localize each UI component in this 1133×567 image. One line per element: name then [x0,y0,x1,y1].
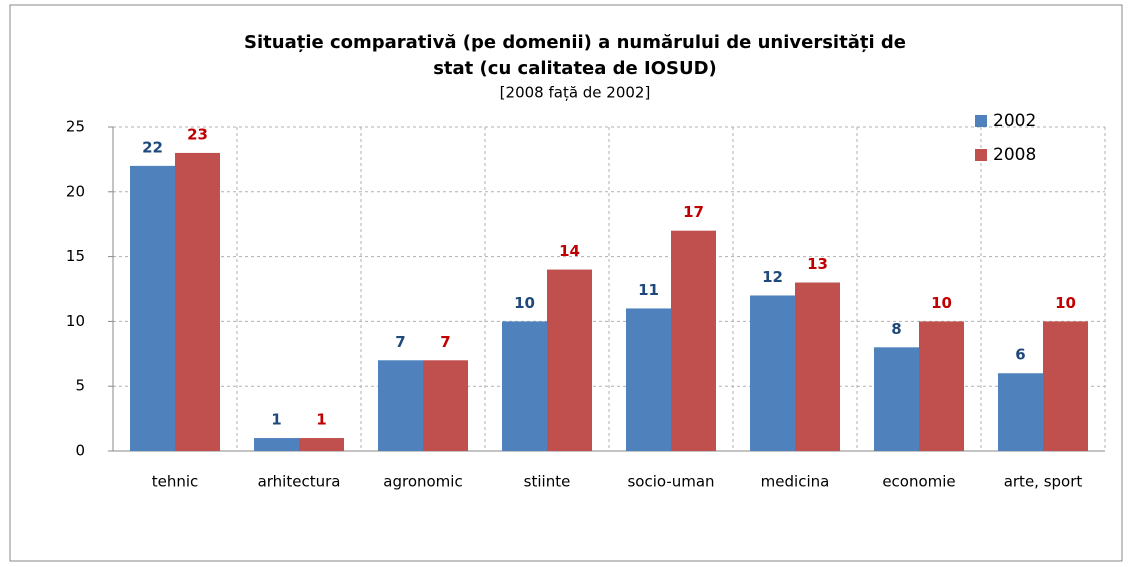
bar [547,269,592,451]
data-label: 6 [1015,346,1025,364]
chart-subtitle: [2008 față de 2002] [500,84,651,102]
y-tick-label: 15 [66,247,85,265]
bar [423,360,468,451]
y-tick-label: 5 [75,377,85,395]
y-tick-label: 25 [66,118,85,136]
bar [919,321,964,451]
bar [998,373,1043,451]
data-label: 11 [638,281,659,299]
x-tick-label: agronomic [383,473,462,491]
data-label: 17 [683,203,704,221]
bar [626,308,671,451]
bar [795,282,840,451]
bar [378,360,423,451]
data-label: 23 [187,125,208,143]
x-tick-label: tehnic [152,473,199,491]
bar [130,165,175,451]
data-label: 22 [142,138,163,156]
x-tick-label: medicina [761,473,830,491]
data-label: 1 [271,411,281,429]
data-label: 7 [395,333,405,351]
bar [299,438,344,451]
legend-label: 2008 [993,145,1036,165]
chart-title: stat (cu calitatea de IOSUD) [433,58,717,79]
y-tick-label: 20 [66,182,85,200]
x-tick-label: arhitectura [258,473,341,491]
data-label: 8 [891,320,901,338]
data-label: 1 [316,411,326,429]
legend-label: 2002 [993,111,1036,131]
legend-swatch [975,115,987,127]
data-label: 10 [931,294,952,312]
x-tick-label: socio-uman [627,473,714,491]
bar [502,321,547,451]
data-label: 10 [514,294,535,312]
data-label: 10 [1055,294,1076,312]
data-label: 7 [440,333,450,351]
data-label: 13 [807,255,828,273]
data-label: 14 [559,242,580,260]
bar [175,152,220,452]
bar [671,230,716,451]
x-tick-label: economie [882,473,955,491]
bar [874,347,919,451]
y-tick-label: 10 [66,312,85,330]
x-tick-label: stiinte [524,473,571,491]
data-label: 12 [762,268,783,286]
legend-swatch [975,149,987,161]
x-tick-label: arte, sport [1004,473,1083,491]
bar [254,438,299,451]
bar [750,295,795,451]
bar [1043,321,1088,451]
y-tick-label: 0 [75,442,85,460]
chart-title: Situație comparativă (pe domenii) a numă… [244,32,906,53]
